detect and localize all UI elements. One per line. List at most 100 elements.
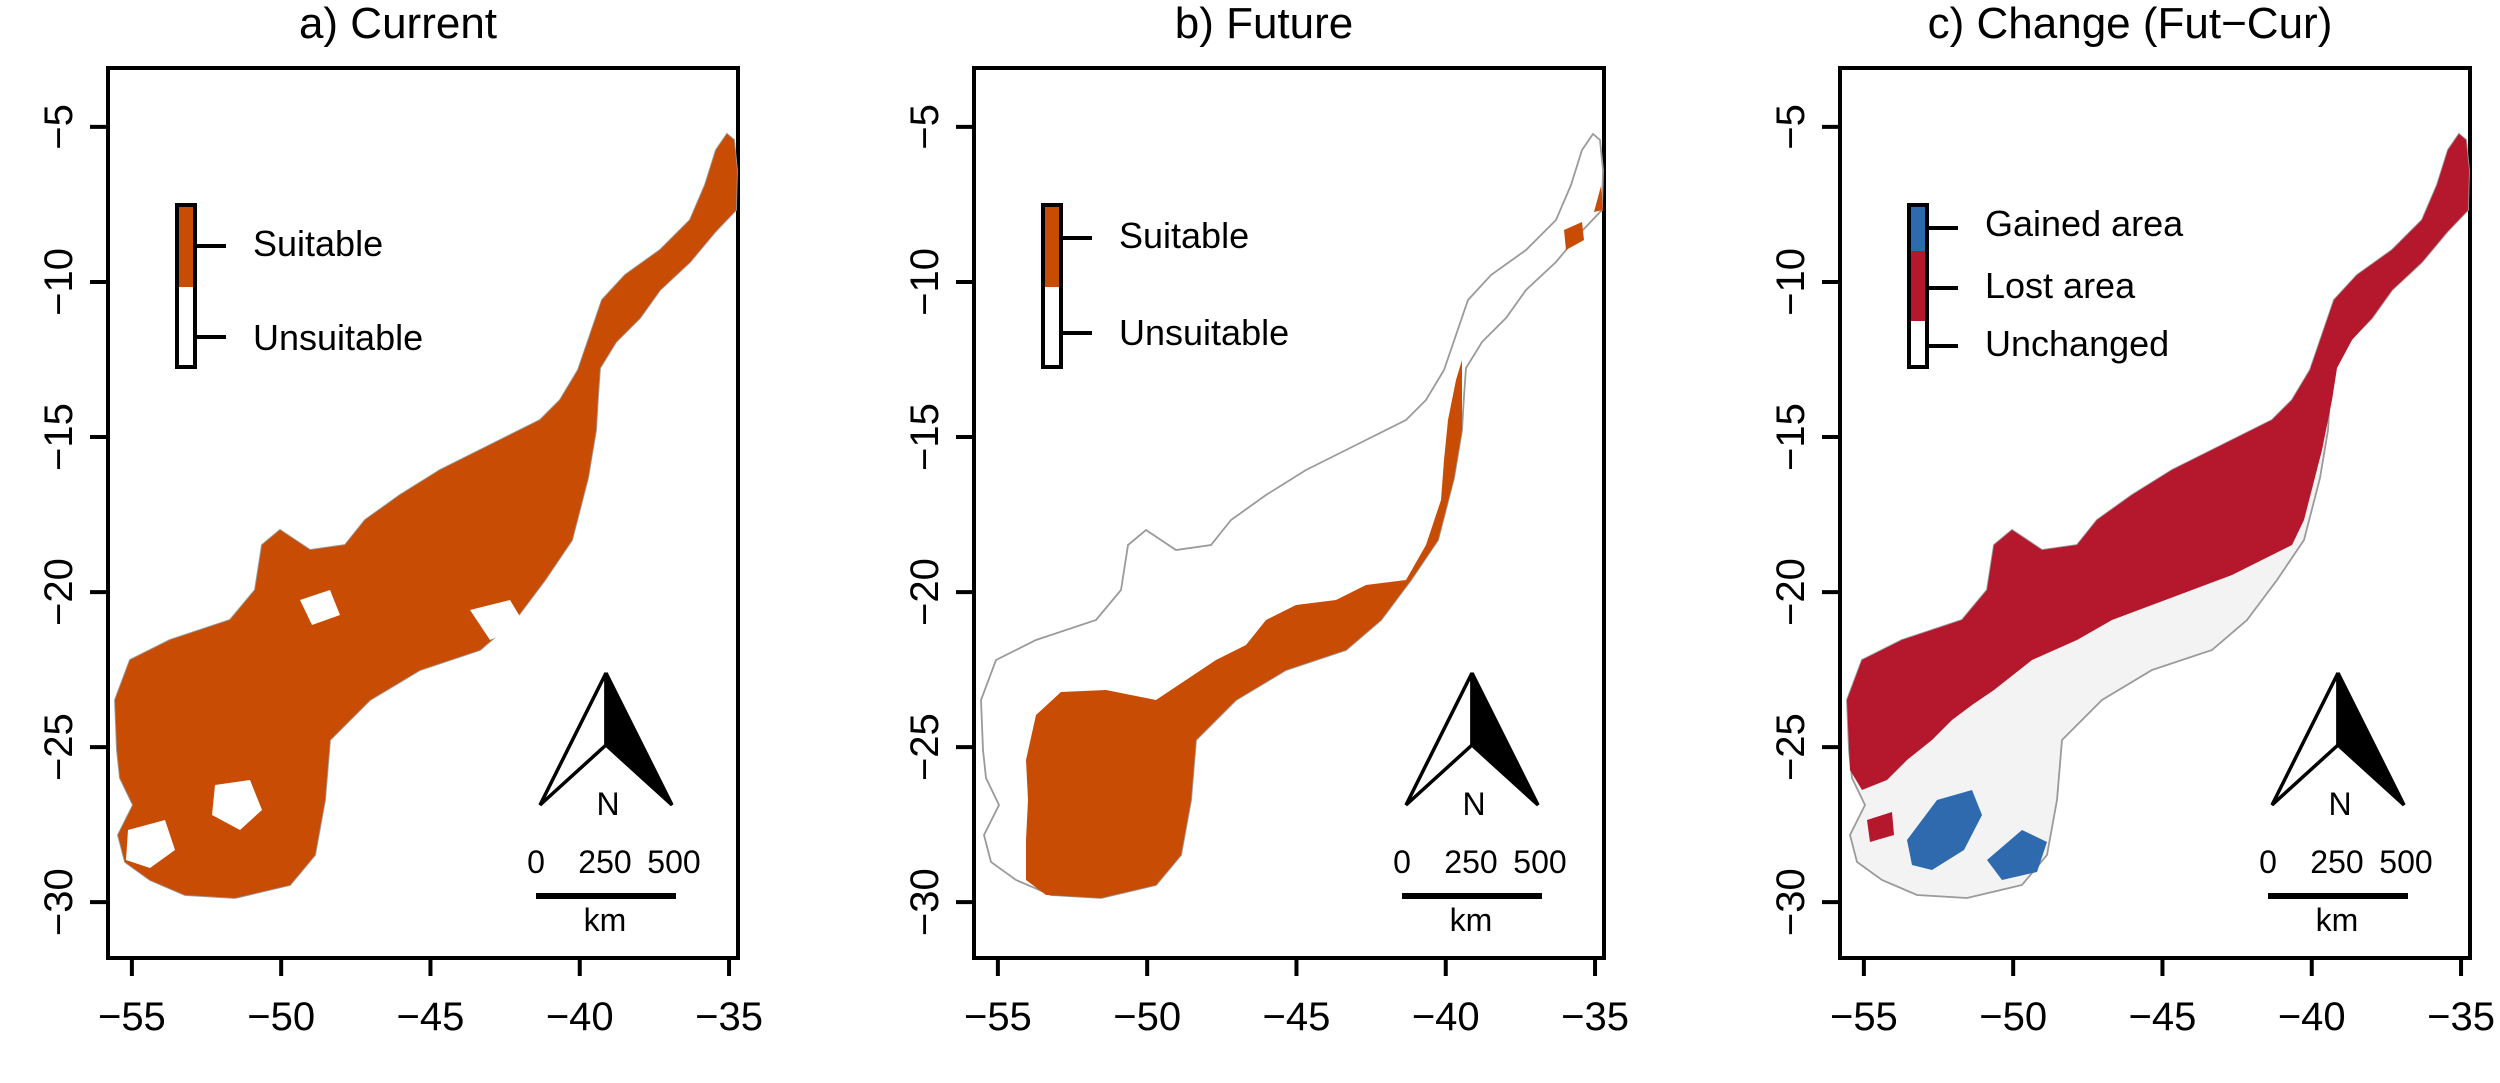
- x-tick-label: −45: [397, 995, 465, 1039]
- scale-label: 250: [1444, 844, 1497, 880]
- north-label: N: [1462, 786, 1485, 822]
- legend-label-gained: Gained area: [1985, 203, 2184, 244]
- scale-label: 0: [1393, 844, 1411, 880]
- legend-label-unchanged: Unchanged: [1985, 323, 2169, 364]
- north-arrow: N: [538, 672, 674, 822]
- x-tick-label: −35: [1561, 995, 1629, 1039]
- scale-unit: km: [1450, 902, 1493, 938]
- x-tick-label: −45: [1263, 995, 1331, 1039]
- legend-swatch-suitable: [1043, 205, 1061, 287]
- x-axis: −55 −50 −45 −40 −35: [964, 956, 1629, 1039]
- suitable-area: [1026, 360, 1462, 898]
- scale-label: 250: [578, 844, 631, 880]
- panel-change: c) Change (Fut−Cur) Gained area Lost are…: [1769, 0, 2495, 1039]
- panel-title: a) Current: [299, 0, 497, 48]
- y-tick-label: −30: [1769, 868, 1813, 936]
- scale-unit: km: [584, 902, 627, 938]
- y-tick-label: −10: [903, 248, 947, 316]
- north-arrow: N: [2270, 672, 2406, 822]
- y-tick-label: −15: [903, 403, 947, 471]
- scale-label: 500: [1513, 844, 1566, 880]
- y-tick-label: −30: [903, 868, 947, 936]
- y-tick-label: −10: [1769, 248, 1813, 316]
- x-tick-label: −35: [695, 995, 763, 1039]
- legend-swatch-unsuitable: [177, 287, 195, 367]
- y-axis: −5 −10 −15 −20 −25 −30: [37, 104, 110, 936]
- map-body: [114, 133, 738, 899]
- x-tick-label: −55: [1830, 995, 1898, 1039]
- legend-label-lost: Lost area: [1985, 265, 2136, 306]
- unsuitable-patch: [470, 600, 525, 640]
- legend: Gained area Lost area Unchanged: [1907, 203, 2184, 369]
- legend-swatch-unsuitable: [1043, 287, 1061, 367]
- scale-label: 0: [2259, 844, 2277, 880]
- map-body: [1846, 133, 2470, 899]
- legend-border: [1041, 203, 1063, 369]
- x-tick-label: −35: [2427, 995, 2495, 1039]
- scale-bar: 0 250 500 km: [2259, 844, 2433, 938]
- y-tick-label: −25: [1769, 713, 1813, 781]
- y-tick-label: −15: [37, 403, 81, 471]
- x-tick-label: −50: [1979, 995, 2047, 1039]
- lost-area: [1847, 134, 2469, 790]
- legend-label-suitable: Suitable: [253, 223, 383, 264]
- suitable-patch: [1564, 222, 1584, 250]
- scale-bar: 0 250 500 km: [527, 844, 701, 938]
- x-tick-label: −40: [546, 995, 614, 1039]
- x-axis: −55 −50 −45 −40 −35: [1830, 956, 2495, 1039]
- lost-patch: [1867, 812, 1894, 842]
- legend-label-unsuitable: Unsuitable: [253, 317, 423, 358]
- y-tick-label: −20: [1769, 558, 1813, 626]
- scale-bar-line: [1402, 893, 1542, 899]
- legend-swatch-unchanged: [1909, 321, 1927, 367]
- panel-title: b) Future: [1175, 0, 1354, 48]
- x-tick-label: −50: [247, 995, 315, 1039]
- y-tick-label: −5: [903, 104, 947, 150]
- scale-label: 500: [2379, 844, 2432, 880]
- legend-swatch-gained: [1909, 205, 1927, 251]
- scale-unit: km: [2316, 902, 2359, 938]
- y-axis: −5 −10 −15 −20 −25 −30: [903, 104, 976, 936]
- north-label: N: [596, 786, 619, 822]
- panel-title: c) Change (Fut−Cur): [1928, 0, 2333, 48]
- unsuitable-patch: [300, 590, 340, 625]
- x-axis: −55 −50 −45 −40 −35: [98, 956, 763, 1039]
- x-tick-label: −45: [2129, 995, 2197, 1039]
- unsuitable-patch: [212, 780, 262, 830]
- gained-area: [1907, 790, 1982, 870]
- north-arrow-right: [2336, 672, 2406, 807]
- north-arrow: N: [1404, 672, 1540, 822]
- y-axis: −5 −10 −15 −20 −25 −30: [1769, 104, 1842, 936]
- scale-label: 0: [527, 844, 545, 880]
- map-body: [980, 133, 1604, 899]
- legend-border: [175, 203, 197, 369]
- y-tick-label: −30: [37, 868, 81, 936]
- north-label: N: [2328, 786, 2351, 822]
- unsuitable-patch: [126, 820, 175, 868]
- suitable-area: [115, 134, 737, 898]
- scale-bar-line: [2268, 893, 2408, 899]
- y-tick-label: −10: [37, 248, 81, 316]
- scale-bar: 0 250 500 km: [1393, 844, 1567, 938]
- y-tick-label: −25: [903, 713, 947, 781]
- y-tick-label: −25: [37, 713, 81, 781]
- y-tick-label: −15: [1769, 403, 1813, 471]
- x-tick-label: −40: [2278, 995, 2346, 1039]
- scale-label: 250: [2310, 844, 2363, 880]
- north-arrow-right: [604, 672, 674, 807]
- y-tick-label: −20: [37, 558, 81, 626]
- north-arrow-right: [1470, 672, 1540, 807]
- x-tick-label: −55: [98, 995, 166, 1039]
- x-tick-label: −50: [1113, 995, 1181, 1039]
- x-tick-label: −55: [964, 995, 1032, 1039]
- legend-label-suitable: Suitable: [1119, 215, 1249, 256]
- y-tick-label: −5: [1769, 104, 1813, 150]
- scale-bar-line: [536, 893, 676, 899]
- y-tick-label: −5: [37, 104, 81, 150]
- suitable-patch: [1594, 186, 1603, 212]
- gained-area: [1987, 830, 2047, 880]
- x-tick-label: −40: [1412, 995, 1480, 1039]
- legend-swatch-suitable: [177, 205, 195, 287]
- legend: Suitable Unsuitable: [1041, 203, 1289, 369]
